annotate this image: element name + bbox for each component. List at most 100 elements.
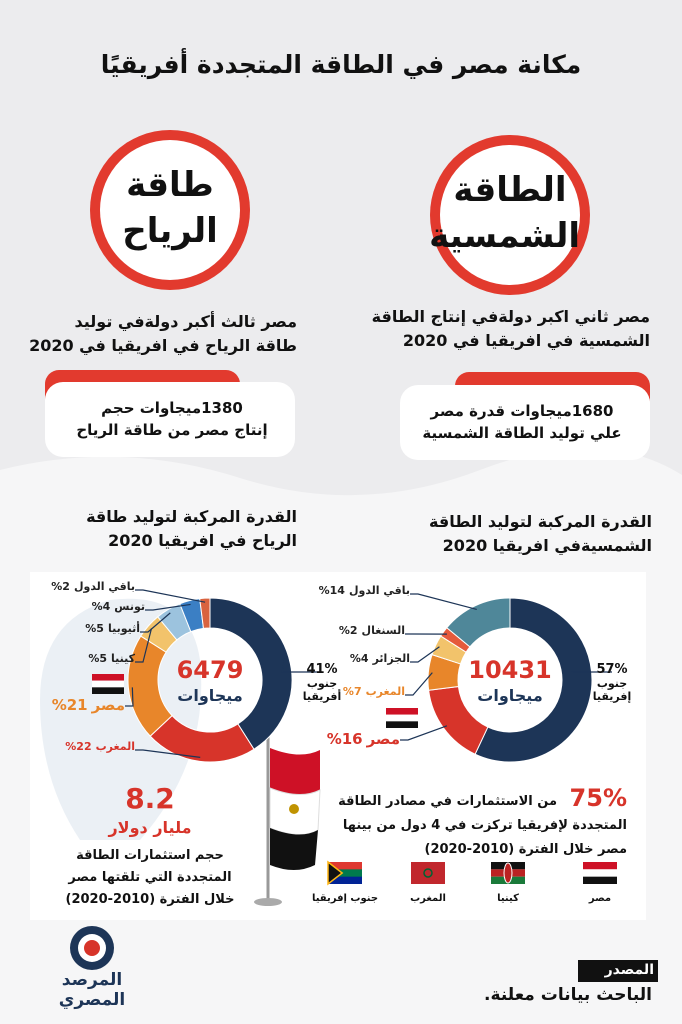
logo-mark — [70, 926, 114, 970]
slice-label: مصر21% — [52, 696, 125, 714]
leader-line — [135, 589, 206, 603]
capacity-box-wind — [45, 370, 295, 457]
capacity-box-solar — [400, 372, 650, 460]
leader-line — [135, 749, 201, 758]
investment-description: حجم استثمارات الطاقة المتجددة التي تلقتها… — [50, 845, 250, 911]
rank-text: مصر ثاني اكبر دولةفي إنتاج الطاقة الشمسية… — [372, 305, 650, 353]
text-line: القدرة المركبة لتوليد الطاقة — [429, 512, 652, 531]
flag — [411, 862, 445, 884]
text-line: إنتاج مصر من طاقة الرياح — [76, 421, 268, 439]
leader-line — [410, 593, 477, 611]
text-line: الرياح — [122, 211, 218, 251]
donut-slice — [199, 597, 211, 629]
slice-label: المغرب22% — [65, 740, 135, 753]
text-line: الطاقة — [453, 170, 567, 210]
leader-line — [570, 671, 612, 698]
slice-label: مصر16% — [327, 730, 400, 748]
slice-label: باقي الدول14% — [319, 584, 410, 597]
text-line: الشمسية في افريقيا في 2020 — [402, 331, 650, 350]
flag-black — [270, 828, 318, 870]
leader-line — [140, 612, 171, 633]
badge-face — [440, 145, 580, 285]
concentration-share: 75% — [569, 784, 627, 812]
text-line: الشمسيةفي افريقيا 2020 — [442, 536, 652, 555]
slice-value: 21% — [51, 696, 88, 714]
flag-stripe — [386, 721, 418, 728]
text-line: طاقة — [126, 165, 214, 205]
logo-dot — [84, 940, 100, 956]
donut-total: 10431 — [468, 656, 552, 684]
source-text: الباحث بيانات معلنة. — [484, 985, 652, 1005]
flag-star — [423, 868, 433, 878]
slice-label: المغرب7% — [343, 685, 405, 698]
slice-label: باقي الدول2% — [51, 580, 135, 593]
flag-shield — [503, 862, 513, 884]
flag-base — [254, 898, 282, 906]
concentration-text: من الاستثمارات في مصادر الطاقة المتجددة ل… — [338, 790, 627, 862]
country-name: المغرب — [410, 893, 446, 904]
slice-value: 57% — [596, 662, 628, 677]
flag-eagle — [289, 804, 299, 814]
leader-line — [125, 687, 134, 707]
slice-value: 16% — [326, 730, 363, 748]
slice-name: باقي الدول — [348, 584, 410, 597]
text-line: خلال الفترة (2010-2020) — [65, 892, 235, 907]
slice-name: المغرب — [95, 740, 135, 753]
egypt-flag-large — [254, 735, 321, 906]
leader-line — [405, 672, 433, 696]
donut-slice — [446, 597, 511, 648]
text-line: مصر ثاني اكبر دولةفي إنتاج الطاقة — [371, 307, 650, 326]
slice-value: 2% — [338, 624, 358, 637]
text-line: المرصد — [61, 970, 123, 990]
slice-name: مصر — [366, 730, 400, 748]
text-line: مصر ثالث أكبر دولةفي توليد — [74, 312, 298, 331]
slice-value: 14% — [318, 584, 345, 597]
slice-value: 4% — [91, 600, 111, 613]
leader-line — [410, 646, 440, 663]
donut-unit: ميجاوات — [177, 686, 243, 705]
flag-stripe — [386, 714, 418, 722]
donut-total: 6479 — [176, 656, 244, 684]
flag-stripe — [92, 674, 124, 681]
slice-label: الجزائر4% — [350, 652, 410, 665]
slice-value: 22% — [65, 740, 92, 753]
text-line: 1380ميجاوات حجم — [101, 399, 243, 417]
slice-name: السنغال — [361, 624, 405, 637]
slice-value: 41% — [306, 662, 338, 677]
slice-name: كينيا — [111, 652, 135, 665]
flag-red — [270, 748, 320, 795]
text-line: الرياح في افريقيا 2020 — [108, 531, 297, 550]
text-line: من الاستثمارات في مصادر الطاقة — [338, 794, 557, 809]
leader-line — [400, 725, 448, 741]
text-line: علي توليد الطاقة الشمسية — [422, 424, 622, 442]
text-line: الشمسية — [429, 216, 580, 256]
slice-value: 5% — [85, 622, 104, 635]
leader-line — [145, 603, 191, 611]
donut-unit: ميجاوات — [477, 686, 543, 705]
slice-label: كينيا 5% — [88, 652, 135, 665]
flag-top — [328, 862, 362, 870]
flag-stripe — [583, 876, 617, 884]
flag — [491, 862, 525, 884]
capacity-text: 1380ميجاوات حجم إنتاج مصر من طاقة الرياح — [57, 397, 287, 441]
logo-text: المرصد المصري — [42, 970, 142, 1010]
flag-stripe — [583, 862, 617, 870]
badge-text: الطاقة الشمسية — [429, 167, 580, 259]
box — [400, 385, 650, 460]
slice-label: تونس4% — [92, 600, 145, 613]
country-name: مصر — [588, 893, 612, 904]
section-title: القدرة المركبة لتوليد الطاقة الشمسيةفي اف… — [429, 510, 652, 558]
slice-label: السنغال2% — [339, 624, 405, 637]
flag-stripe — [583, 869, 617, 877]
text-line: 1680ميجاوات قدرة مصر — [430, 402, 614, 420]
slice-name: جنوب إفريقيا — [592, 677, 632, 703]
slice-name: الجزائر — [372, 652, 410, 665]
flag-field — [411, 862, 445, 884]
donut-slice — [474, 597, 593, 763]
flag-stripe — [386, 708, 418, 715]
slice-name: تونس — [114, 600, 145, 613]
flag-chevron — [327, 860, 344, 886]
rank-text: مصر ثالث أكبر دولةفي توليد طاقة الرياح في… — [29, 310, 297, 358]
text-line: حجم استثمارات الطاقة — [76, 848, 224, 863]
